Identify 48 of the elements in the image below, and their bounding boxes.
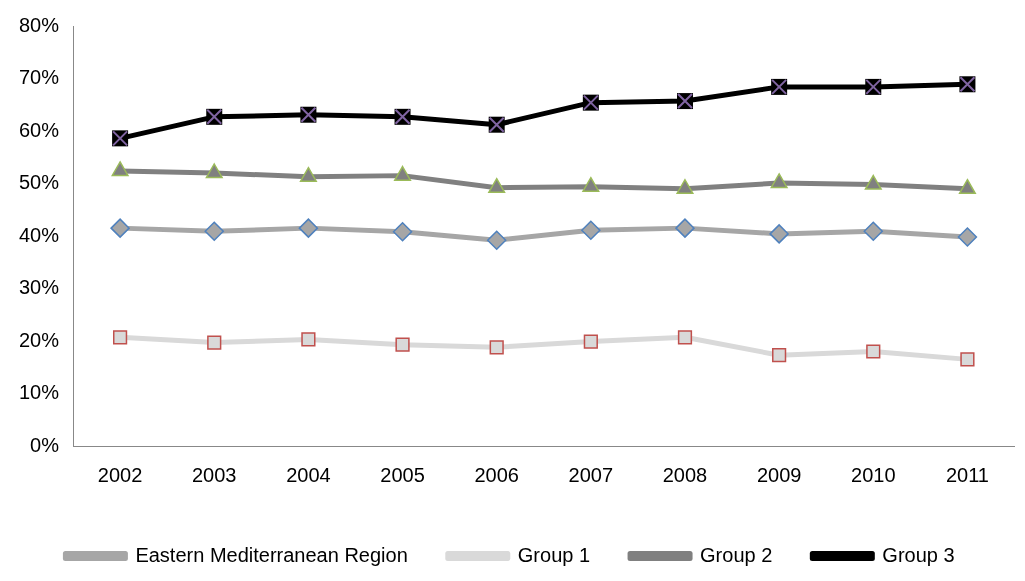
x-tick-label: 2011	[945, 463, 989, 486]
point	[676, 179, 694, 194]
point	[301, 332, 316, 347]
point	[489, 340, 504, 355]
legend-label: Eastern Mediterranean Region	[135, 543, 408, 566]
point	[111, 161, 129, 177]
y-tick-label: 50%	[19, 171, 60, 194]
y-tick-label: 20%	[19, 328, 60, 351]
x-tick-label: 2010	[851, 463, 896, 486]
y-tick-label: 30%	[19, 276, 60, 299]
x-tick-label: 2007	[568, 463, 614, 486]
x-tick-label: 2004	[286, 463, 331, 486]
point	[204, 221, 224, 242]
point	[110, 218, 130, 238]
x-tick-label: 2005	[380, 463, 425, 486]
x-tick-label: 2002	[97, 463, 143, 486]
legend-label: Group 1	[517, 543, 591, 566]
y-tick-label: 40%	[19, 223, 60, 246]
point	[960, 352, 975, 367]
point	[583, 334, 598, 349]
legend-label: Group 3	[882, 543, 955, 566]
point	[207, 335, 222, 350]
point	[395, 337, 410, 352]
point	[486, 230, 507, 250]
point	[205, 163, 223, 179]
y-tick-label: 60%	[19, 118, 60, 141]
y-tick-label: 70%	[19, 66, 60, 89]
point	[957, 227, 978, 247]
point	[772, 348, 787, 363]
point	[958, 179, 976, 194]
point	[112, 330, 128, 345]
point	[863, 221, 884, 242]
point	[298, 218, 319, 238]
point	[677, 330, 693, 345]
x-tick-label: 2003	[192, 463, 237, 486]
y-tick-label: 80%	[19, 13, 60, 36]
x-tick-label: 2009	[756, 463, 802, 486]
point	[392, 222, 413, 242]
point	[769, 224, 789, 244]
legend-label: Group 2	[700, 543, 773, 566]
point	[675, 218, 695, 238]
x-tick-label: 2008	[662, 463, 708, 486]
point	[581, 220, 601, 240]
point	[866, 344, 881, 359]
point	[770, 173, 788, 189]
y-tick-label: 10%	[19, 381, 60, 404]
x-tick-label: 2006	[474, 463, 519, 486]
y-tick-label: 0%	[30, 433, 60, 456]
